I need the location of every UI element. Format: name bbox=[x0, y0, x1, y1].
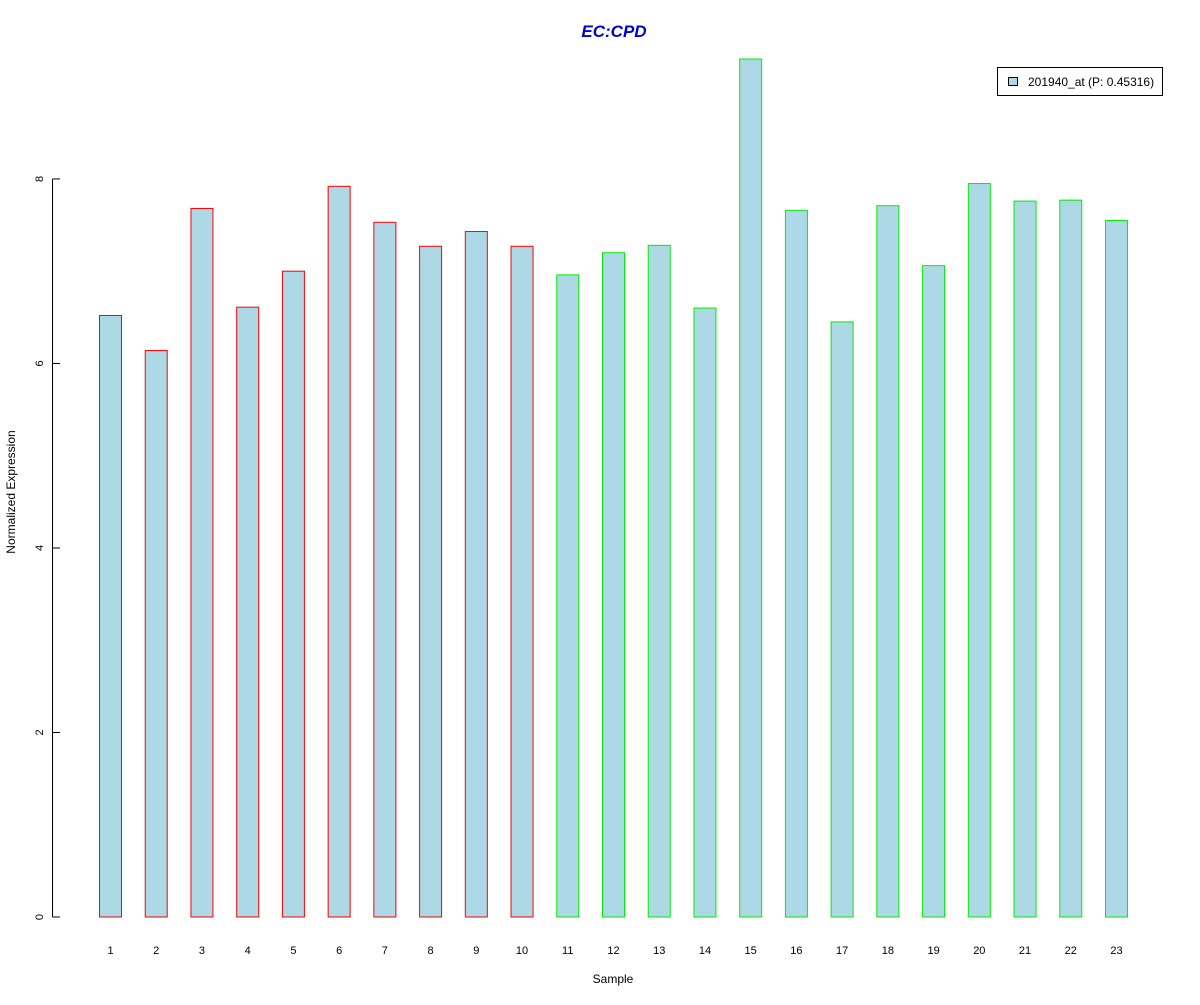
x-tick-label: 18 bbox=[882, 945, 894, 957]
legend: 201940_at (P: 0.45316) bbox=[997, 67, 1163, 96]
y-tick-label: 2 bbox=[34, 729, 46, 735]
x-tick-label: 17 bbox=[836, 945, 848, 957]
x-tick-label: 6 bbox=[336, 945, 342, 957]
bars-group bbox=[99, 58, 1128, 918]
bar-18 bbox=[876, 205, 900, 918]
bar-12 bbox=[602, 252, 625, 918]
bar-21 bbox=[1013, 200, 1037, 918]
bar-11 bbox=[556, 274, 580, 918]
x-tick-label: 5 bbox=[290, 945, 296, 957]
legend-box bbox=[997, 67, 1163, 96]
x-tick-label: 16 bbox=[790, 945, 802, 957]
bar-3 bbox=[190, 207, 214, 918]
x-axis-label: Sample bbox=[593, 972, 634, 986]
bar-16 bbox=[784, 209, 808, 918]
y-tick-label: 6 bbox=[34, 360, 46, 366]
x-tick-label: 20 bbox=[973, 945, 985, 957]
legend-swatch bbox=[1008, 77, 1018, 86]
x-tick-label: 1 bbox=[107, 945, 113, 957]
x-tick-label: 2 bbox=[153, 945, 159, 957]
y-axis: 0 2 4 6 8 bbox=[34, 176, 60, 920]
x-tick-label: 13 bbox=[653, 945, 665, 957]
bar-20 bbox=[967, 183, 991, 918]
bar-14 bbox=[693, 307, 717, 918]
bar-19 bbox=[922, 265, 946, 918]
x-tick-label: 7 bbox=[382, 945, 388, 957]
bar-5 bbox=[281, 270, 305, 918]
y-tick-label: 4 bbox=[34, 545, 46, 551]
x-tick-label: 12 bbox=[607, 945, 619, 957]
bar-13 bbox=[647, 244, 671, 918]
x-tick-label: 8 bbox=[428, 945, 434, 957]
bar-17 bbox=[830, 321, 854, 918]
x-tick-label: 9 bbox=[473, 945, 479, 957]
bar-9 bbox=[464, 231, 488, 918]
x-tick-label: 23 bbox=[1110, 945, 1122, 957]
bar-2 bbox=[144, 350, 168, 918]
x-tick-label: 10 bbox=[516, 945, 528, 957]
bar-4 bbox=[236, 306, 260, 918]
bar-7 bbox=[373, 221, 397, 918]
x-tick-labels: 1 2 3 4 5 6 7 8 9 10 11 12 13 14 15 16 17 18 19 20 21 22 23 bbox=[107, 945, 1122, 957]
y-tick-label: 8 bbox=[34, 176, 46, 182]
x-tick-label: 15 bbox=[745, 945, 757, 957]
x-tick-label: 19 bbox=[927, 945, 939, 957]
x-tick-label: 4 bbox=[245, 945, 251, 957]
y-tick-label: 0 bbox=[34, 914, 46, 920]
bar-15 bbox=[739, 58, 763, 918]
bar-6 bbox=[327, 185, 351, 918]
bar-1 bbox=[99, 314, 122, 918]
x-tick-label: 14 bbox=[699, 945, 711, 957]
bar-8 bbox=[419, 245, 443, 918]
bar-10 bbox=[510, 245, 534, 918]
y-axis-label: Normalized Expression bbox=[4, 430, 18, 553]
x-tick-label: 21 bbox=[1019, 945, 1031, 957]
x-tick-label: 3 bbox=[199, 945, 205, 957]
bar-22 bbox=[1059, 199, 1083, 918]
legend-label: 201940_at (P: 0.45316) bbox=[1028, 75, 1154, 89]
x-tick-label: 22 bbox=[1065, 945, 1077, 957]
x-tick-label: 11 bbox=[562, 945, 573, 957]
chart-title: EC:CPD bbox=[581, 22, 646, 41]
bar-23 bbox=[1105, 219, 1128, 918]
